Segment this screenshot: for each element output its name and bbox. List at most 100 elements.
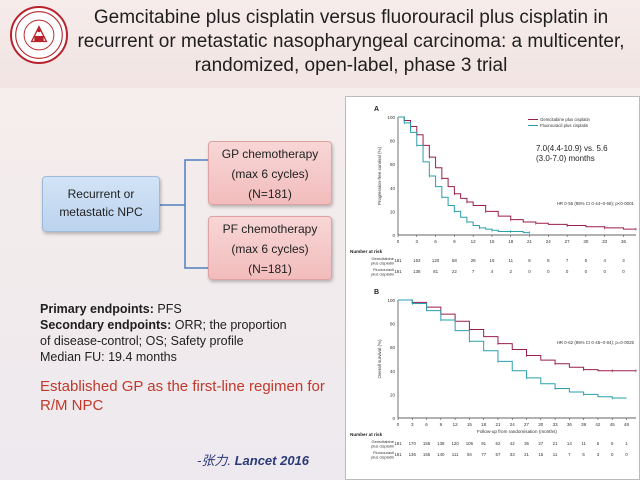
panel-b-risk-value: 5 [582, 452, 585, 457]
panel-a-label: A [374, 106, 379, 113]
panel-a-risk-value: 22 [452, 269, 457, 274]
panel-a-risk-value: 7 [472, 269, 475, 274]
panel-a-risk-value: 16 [490, 258, 495, 263]
gp-arm-box: GP chemotherapy (max 6 cycles) (N=181) [208, 141, 332, 205]
panel-b-risk-value: 155 [423, 452, 431, 457]
panel-b-risk-value: 0 [611, 452, 614, 457]
panel-a-x-tick-label: 33 [602, 239, 608, 244]
panel-a-x-tick-label: 15 [489, 239, 495, 244]
panel-a-x-tick-label: 18 [508, 239, 514, 244]
panel-b-x-tick-label: 12 [453, 422, 459, 427]
panel-b-risk-value: 14 [567, 441, 572, 446]
panel-a-risk-value: 28 [471, 258, 476, 263]
panel-a-risk-value: 0 [603, 269, 606, 274]
panel-a-risk-value: 4 [603, 258, 606, 263]
flow-connector [160, 159, 210, 269]
primary-endpoint: Primary endpoints: PFS [40, 301, 350, 317]
panel-a-y-tick-label: 40 [390, 186, 396, 191]
panel-b-x-tick-label: 3 [411, 422, 414, 427]
panel-b-risk-value: 33 [510, 452, 515, 457]
panel-b-y-axis-label: Overall survival (%) [377, 339, 382, 379]
panel-b-risk-value: 77 [481, 452, 486, 457]
panel-b-risk-value: 140 [437, 452, 445, 457]
panel-b-risk-header: Number at risk [350, 432, 383, 437]
panel-a-risk-value: 3 [622, 258, 625, 263]
panel-b-x-tick-label: 21 [495, 422, 501, 427]
panel-b-x-tick-label: 42 [595, 422, 601, 427]
panel-b-x-tick-label: 30 [538, 422, 544, 427]
panel-b-risk-value: 181 [394, 441, 402, 446]
panel-a-risk-value: 153 [413, 258, 421, 263]
panel-b-y-tick-label: 20 [390, 392, 396, 397]
panel-b-x-tick-label: 27 [524, 422, 530, 427]
panel-b-risk-row-label-cont: plus cisplatin [371, 455, 394, 460]
panel-b-y-tick-label: 0 [392, 416, 395, 421]
panel-b-risk-value: 136 [409, 452, 417, 457]
panel-a-y-tick-label: 80 [390, 139, 396, 144]
conclusion-text: Established GP as the first-line regimen… [40, 378, 325, 414]
pf-arm-box: PF chemotherapy (max 6 cycles) (N=181) [208, 216, 332, 280]
panel-a-risk-value: 5 [585, 258, 588, 263]
panel-b-risk-value: 7 [568, 452, 571, 457]
panel-a-risk-value: 136 [413, 269, 421, 274]
panel-a-x-tick-label: 24 [546, 239, 552, 244]
citation: -张力. Lancet 2016 [197, 450, 337, 469]
panel-a-risk-value: 181 [394, 258, 402, 263]
panel-b-risk-value: 36 [524, 441, 529, 446]
panel-a-risk-value: 0 [585, 269, 588, 274]
panel-a-y-tick-label: 60 [390, 162, 396, 167]
panel-b-x-tick-label: 33 [553, 422, 559, 427]
panel-a-series-gp [398, 116, 636, 230]
panel-a-risk-value: 0 [547, 269, 550, 274]
median-follow-up: Median FU: 19.4 months [40, 350, 177, 364]
panel-a-risk-header: Number at risk [350, 249, 383, 254]
panel-b-risk-value: 181 [394, 452, 402, 457]
panel-b-risk-value: 27 [538, 441, 543, 446]
panel-a-y-tick-label: 20 [390, 209, 396, 214]
panel-a-x-tick-label: 12 [471, 239, 477, 244]
population-box: Recurrent or metastatic NPC [42, 176, 160, 232]
gp-arm-name: GP chemotherapy [221, 147, 319, 161]
panel-b-risk-value: 106 [466, 441, 474, 446]
panel-a-x-tick-label: 21 [527, 239, 533, 244]
panel-b-risk-value: 155 [423, 441, 431, 446]
primary-endpoint-label: Primary endpoints: [40, 302, 154, 316]
university-seal-logo [10, 6, 68, 64]
panel-b-x-tick-label: 0 [397, 422, 400, 427]
panel-a-x-tick-label: 0 [397, 239, 400, 244]
primary-endpoint-value: PFS [157, 302, 182, 316]
panel-b-risk-value: 5 [597, 441, 600, 446]
panel-b-x-tick-label: 48 [624, 422, 630, 427]
panel-b-risk-value: 138 [437, 441, 445, 446]
panel-b-risk-value: 21 [553, 441, 558, 446]
panel-b-risk-value: 57 [496, 452, 501, 457]
panel-a-risk-value: 0 [566, 269, 569, 274]
panel-b-risk-value: 21 [524, 452, 529, 457]
panel-a-risk-value: 4 [491, 269, 494, 274]
panel-b-risk-value: 94 [467, 452, 472, 457]
panel-b-x-tick-label: 9 [440, 422, 443, 427]
panel-a-x-tick-label: 6 [434, 239, 437, 244]
panel-a-legend-label: Gemcitabine plus cisplatin [540, 117, 591, 122]
panel-b-risk-value: 42 [510, 441, 515, 446]
gp-arm-cycles: (max 6 cycles) [231, 167, 309, 181]
secondary-endpoint-value: ORR; the proportion [174, 318, 287, 332]
population-line1: Recurrent or [67, 187, 135, 201]
panel-b-x-tick-label: 18 [481, 422, 487, 427]
panel-b-hr-text: HR 0·62 (95% CI 0·45–0·84); p=0·0025 [557, 340, 635, 345]
panel-b-risk-value: 15 [538, 452, 543, 457]
panel-a-risk-value: 7 [566, 258, 569, 263]
panel-b-y-tick-label: 100 [387, 298, 395, 303]
panel-b-risk-row-label: Gemcitabine [372, 439, 395, 444]
panel-a-risk-value: 2 [510, 269, 513, 274]
endpoints-block: Primary endpoints: PFS Secondary endpoin… [40, 301, 350, 365]
panel-a-y-tick-label: 100 [387, 115, 395, 120]
panel-a-risk-row-label: Fluorouracil [373, 267, 394, 272]
secondary-endpoint-cont: of disease-control; OS; Safety profile [40, 334, 244, 348]
slide-title: Gemcitabine plus cisplatin versus fluoro… [77, 7, 625, 76]
panel-b-x-axis-label: Follow-up from randomisation (months) [477, 429, 557, 434]
panel-a-risk-value: 181 [394, 269, 402, 274]
pf-arm-name: PF chemotherapy [222, 222, 318, 236]
panel-b-y-tick-label: 40 [390, 369, 396, 374]
